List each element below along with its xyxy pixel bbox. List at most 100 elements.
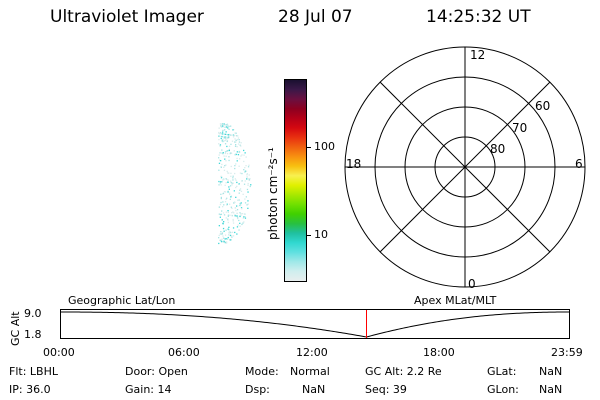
emission-dot — [240, 145, 242, 147]
emission-dot — [241, 213, 243, 215]
emission-dot — [224, 152, 227, 155]
emission-dot — [223, 204, 225, 206]
emission-dot — [227, 218, 229, 220]
x-tick-2359: 23:59 — [551, 346, 583, 359]
emission-dot — [247, 191, 249, 193]
emission-dot — [227, 125, 229, 127]
emission-dot — [232, 129, 234, 131]
emission-dot — [226, 204, 228, 206]
emission-dot — [244, 180, 246, 182]
emission-dot — [231, 212, 233, 214]
emission-dot — [220, 123, 222, 125]
emission-dot — [218, 234, 220, 237]
emission-dot — [222, 140, 224, 143]
emission-dot — [219, 135, 221, 137]
emission-dot — [225, 138, 227, 140]
emission-dot — [222, 235, 224, 237]
emission-dot — [227, 179, 229, 181]
emission-dot — [229, 198, 231, 200]
dsp-label: Dsp: — [245, 383, 270, 396]
emission-dot — [232, 136, 235, 138]
emission-dot — [220, 197, 222, 200]
emission-dot — [236, 181, 238, 184]
emission-dot — [226, 170, 228, 173]
emission-dot — [228, 145, 231, 147]
emission-dot — [246, 174, 248, 176]
emission-dot — [221, 181, 223, 183]
emission-dot — [225, 178, 227, 180]
emission-dot — [247, 182, 249, 185]
emission-dot — [225, 241, 227, 243]
emission-dot — [235, 186, 237, 189]
emission-dot — [225, 133, 227, 135]
emission-dot — [223, 191, 226, 193]
emission-dot — [220, 126, 223, 128]
colorbar-tick-label-10: 10 — [314, 228, 328, 241]
emission-dot — [239, 189, 241, 191]
emission-dot — [231, 184, 233, 186]
emission-dot — [221, 123, 223, 125]
emission-dot — [236, 135, 238, 137]
emission-dot — [232, 182, 234, 184]
mode-value: Normal — [290, 365, 330, 378]
emission-dot — [241, 154, 243, 156]
emission-dot — [224, 191, 227, 193]
emission-dot — [226, 137, 228, 140]
emission-dot — [229, 234, 232, 237]
emission-dot — [230, 195, 233, 197]
emission-dot — [218, 213, 220, 215]
emission-dot — [241, 208, 243, 210]
emission-dot — [236, 226, 239, 228]
emission-dot — [230, 172, 232, 174]
emission-dot — [235, 179, 237, 181]
lat-label-70: 70 — [512, 121, 527, 135]
emission-dot — [221, 219, 223, 221]
emission-dot — [224, 165, 226, 167]
emission-dot — [224, 129, 226, 131]
emission-dot — [231, 235, 233, 237]
emission-dot — [225, 164, 227, 166]
mlt-label-6: 6 — [575, 157, 583, 171]
emission-dot — [225, 136, 227, 138]
emission-dot — [222, 133, 224, 135]
emission-dot — [243, 183, 246, 185]
emission-dot — [220, 184, 222, 186]
emission-dot — [228, 156, 230, 158]
emission-dot — [246, 204, 248, 206]
emission-dot — [229, 231, 231, 233]
emission-dot — [227, 219, 229, 221]
emission-dot — [224, 133, 226, 135]
emission-dot — [239, 158, 241, 160]
emission-dot — [245, 165, 247, 167]
emission-dot — [247, 207, 249, 209]
emission-dot — [248, 164, 250, 166]
emission-dot — [218, 162, 221, 164]
emission-dot — [220, 213, 222, 215]
emission-dot — [237, 205, 239, 207]
emission-dot — [218, 225, 220, 227]
emission-dot — [231, 236, 233, 238]
emission-dot — [245, 196, 247, 198]
emission-dot — [236, 233, 238, 235]
emission-dot — [221, 133, 223, 135]
emission-dot — [238, 151, 240, 154]
emission-dot — [244, 167, 246, 169]
emission-dot — [232, 227, 235, 229]
emission-dot — [244, 170, 247, 172]
emission-dot — [234, 178, 236, 180]
emission-dot — [226, 123, 229, 125]
emission-dot — [222, 223, 224, 225]
emission-dot — [243, 213, 245, 215]
emission-dot — [243, 160, 245, 163]
mlt-label-0: 0 — [468, 277, 476, 291]
emission-dot — [248, 179, 251, 181]
emission-dot — [230, 231, 232, 234]
emission-dot — [218, 237, 220, 239]
emission-dot — [226, 150, 228, 152]
emission-dot — [223, 237, 225, 239]
emission-dot — [226, 238, 229, 240]
emission-dot — [220, 231, 222, 233]
colorbar — [284, 79, 307, 282]
emission-dot — [222, 212, 225, 214]
emission-dot — [230, 143, 232, 145]
